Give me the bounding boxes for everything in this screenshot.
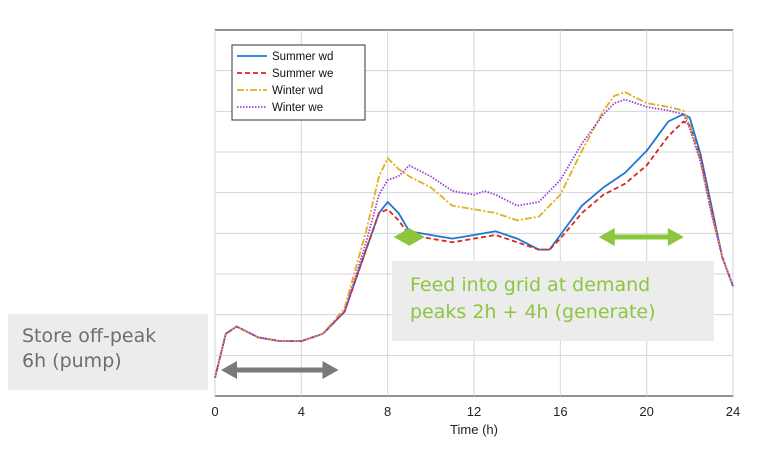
off-peak-arrow [221,361,339,379]
x-tick-label: 4 [298,404,305,419]
morning-peak-arrow [393,228,425,246]
legend-entry: Winter wd [272,85,323,97]
annotation-arrows [221,228,684,379]
legend: Summer wd Summer we Winter wd Winter we [231,44,366,121]
x-axis-label: Time (h) [450,422,498,437]
feed-callout-line1: Feed into grid at demand [410,274,651,296]
x-tick-label: 20 [639,404,653,419]
x-tick-label: 8 [384,404,391,419]
x-tick-label: 0 [211,404,218,419]
store-callout: Store off-peak 6h (pump) [8,314,208,390]
x-tick-label: 12 [467,404,481,419]
legend-entry: Summer wd [272,51,333,63]
legend-entry: Winter we [272,102,323,114]
store-callout-line2: 6h (pump) [22,350,122,372]
x-tick-label: 24 [726,404,740,419]
series-line-winter-wd [214,91,734,378]
feed-callout-line2: peaks 2h + 4h (generate) [410,301,656,323]
x-axis-ticks: 0 4 8 12 16 20 24 [211,404,740,419]
legend-box [231,44,366,121]
feed-callout: Feed into grid at demand peaks 2h + 4h (… [392,261,714,341]
series-line-winter-we [214,98,734,378]
x-tick-label: 16 [553,404,567,419]
series-group [214,91,734,378]
evening-peak-arrow [598,228,684,246]
legend-entry: Summer we [272,68,333,80]
store-callout-line1: Store off-peak [22,325,157,347]
